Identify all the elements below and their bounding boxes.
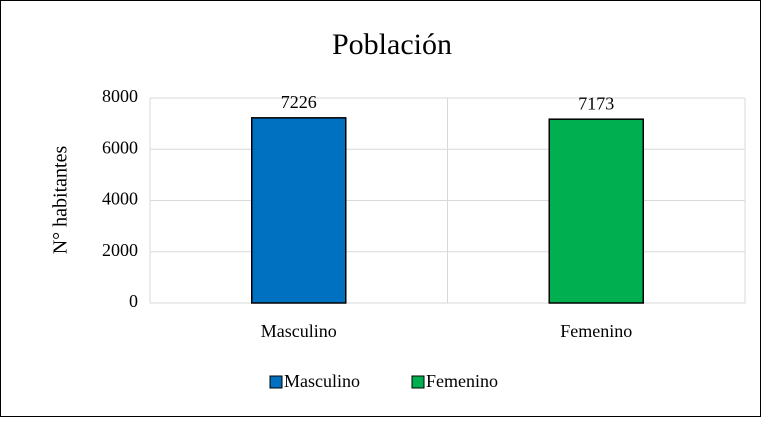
x-tick-label: Femenino — [560, 321, 632, 341]
legend-swatch — [411, 375, 425, 389]
x-tick-label: Masculino — [261, 321, 337, 341]
legend-label: Masculino — [284, 371, 360, 391]
y-tick-label: 0 — [129, 291, 138, 311]
bar — [548, 118, 645, 304]
legend-swatch — [269, 375, 283, 389]
y-tick-label: 2000 — [102, 240, 138, 260]
data-label: 7226 — [281, 92, 317, 112]
y-tick-label: 4000 — [102, 189, 138, 209]
y-axis-label: N° habitantes — [50, 146, 72, 255]
y-tick-label: 6000 — [102, 137, 138, 157]
chart-title: Población — [332, 28, 452, 61]
y-tick-label: 8000 — [102, 86, 138, 106]
legend-label: Femenino — [426, 371, 498, 391]
data-label: 7173 — [578, 93, 614, 113]
bar — [250, 117, 347, 304]
